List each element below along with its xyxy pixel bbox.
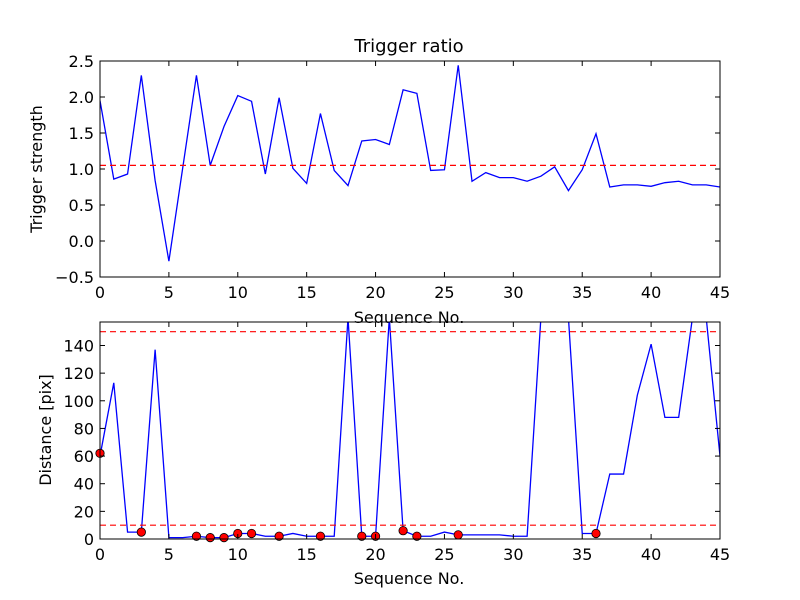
x-tick-label: 45 (710, 283, 730, 302)
y-tick-label: 140 (63, 336, 94, 355)
x-tick-label: 15 (296, 545, 316, 564)
x-tick-label: 10 (228, 283, 248, 302)
x-tick-label: 20 (365, 545, 385, 564)
data-marker (191, 531, 202, 541)
y-axis-label: Distance [pix] (36, 374, 55, 486)
plot-frame (99, 321, 721, 540)
x-tick-label: 40 (641, 545, 661, 564)
x-tick-label: 25 (434, 545, 454, 564)
x-tick-label: 15 (296, 283, 316, 302)
x-tick-label: 35 (572, 545, 592, 564)
x-tick-label: 35 (572, 283, 592, 302)
x-tick-label: 20 (365, 283, 385, 302)
data-marker (219, 533, 229, 543)
data-marker (315, 531, 326, 541)
y-tick-label: 120 (63, 364, 94, 383)
series-line (100, 65, 720, 262)
data-marker (357, 531, 367, 541)
data-marker (246, 528, 257, 539)
x-tick-label: 25 (434, 283, 454, 302)
x-tick-label: 45 (710, 545, 730, 564)
y-tick-label: 0 (84, 530, 94, 549)
data-marker (205, 533, 215, 543)
x-tick-label: 30 (503, 283, 523, 302)
y-tick-label: 20 (74, 502, 94, 521)
y-tick-label: 0.5 (69, 196, 94, 215)
y-tick-label: 2.0 (69, 88, 94, 107)
x-axis-label: Sequence No. (354, 308, 465, 327)
y-tick-label: 1.5 (69, 124, 94, 143)
x-tick-label: 5 (164, 283, 174, 302)
chart-distance: Sequence No. Distance [pix] 0 5 10 15 20 25 30… (36, 321, 730, 588)
plot-frame (99, 60, 721, 278)
y-tick-label: 100 (63, 392, 94, 411)
x-tick-label: 30 (503, 545, 523, 564)
series-line (100, 322, 720, 539)
y-tick-label: 60 (74, 447, 94, 466)
y-tick-label: 1.0 (69, 160, 94, 179)
data-marker (274, 531, 284, 541)
x-axis-label: Sequence No. (354, 569, 465, 588)
y-axis-label: Trigger strength (27, 105, 46, 234)
data-marker (412, 531, 422, 541)
x-tick-label: 40 (641, 283, 661, 302)
y-tick-label: −0.5 (55, 268, 94, 287)
x-tick-label: 0 (95, 283, 105, 302)
x-tick-label: 10 (228, 545, 248, 564)
y-tick-label: 0.0 (69, 232, 94, 251)
y-tick-label: 80 (74, 419, 94, 438)
x-tick-label: 5 (164, 545, 174, 564)
y-tick-label: 2.5 (69, 52, 94, 71)
x-tick-label: 0 (95, 545, 105, 564)
y-tick-label: 40 (74, 475, 94, 494)
data-marker (453, 530, 463, 540)
data-marker (398, 526, 408, 536)
chart-trigger-ratio: Trigger ratio Sequence No. Trigger stren… (27, 36, 730, 327)
data-marker (591, 528, 601, 539)
data-marker (136, 527, 146, 537)
chart-title: Trigger ratio (353, 36, 463, 57)
